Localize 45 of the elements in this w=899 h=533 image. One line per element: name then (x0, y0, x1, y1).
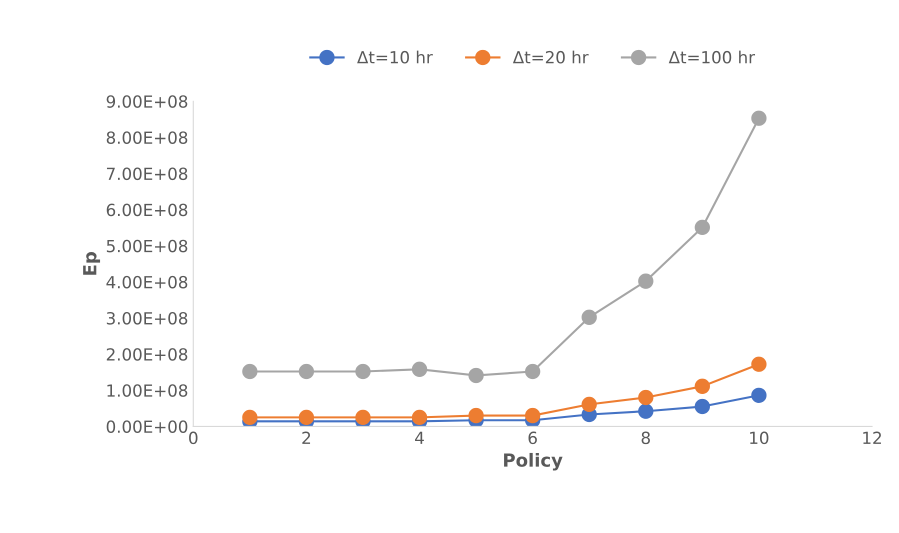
point (638, 390, 654, 406)
x-tick-label: 8 (642, 432, 650, 444)
x-tick-label: 10 (750, 432, 768, 444)
point (694, 378, 710, 394)
y-tick-label: 6.00E+08 (106, 204, 188, 216)
point (525, 408, 540, 424)
point (468, 368, 484, 384)
y-tick-label: 2.00E+08 (106, 348, 188, 361)
x-tick-label: 6 (528, 432, 537, 444)
y-tick-label: 9.00E+08 (106, 95, 188, 108)
point (638, 274, 654, 289)
y-tick-label: 0.00E+00 (106, 420, 188, 433)
point (355, 364, 371, 380)
point (751, 356, 767, 372)
point (298, 364, 314, 380)
point (694, 220, 710, 235)
point (412, 410, 428, 426)
point (751, 110, 767, 126)
point (751, 388, 767, 403)
legend-label: Δt=100 hr (668, 50, 756, 64)
x-tick-label: 4 (415, 432, 424, 444)
legend-label: Δt=10 hr (357, 50, 433, 64)
point (298, 410, 314, 426)
point (582, 396, 597, 412)
x-axis-title: Policy (504, 452, 563, 471)
point (412, 362, 428, 377)
point (242, 364, 258, 380)
legend-label: Δt=20 hr (512, 50, 589, 64)
point (525, 364, 540, 380)
point (638, 404, 654, 419)
x-tick-label: 2 (302, 432, 310, 444)
point (468, 408, 484, 424)
y-tick-label: 8.00E+08 (106, 131, 188, 144)
y-tick-label: 5.00E+08 (106, 240, 188, 252)
y-tick-label: 4.00E+08 (106, 276, 188, 288)
y-axis-title: Ep (83, 252, 100, 275)
y-tick-label: 1.00E+08 (107, 384, 188, 397)
y-tick-label: 3.00E+08 (106, 312, 188, 325)
y-tick-label: 7.00E+08 (106, 167, 188, 180)
x-tick-label: 12 (863, 432, 881, 444)
point (355, 410, 371, 426)
point (694, 398, 710, 414)
point (242, 410, 258, 426)
x-tick-label: 0 (189, 432, 198, 444)
point (582, 310, 597, 325)
